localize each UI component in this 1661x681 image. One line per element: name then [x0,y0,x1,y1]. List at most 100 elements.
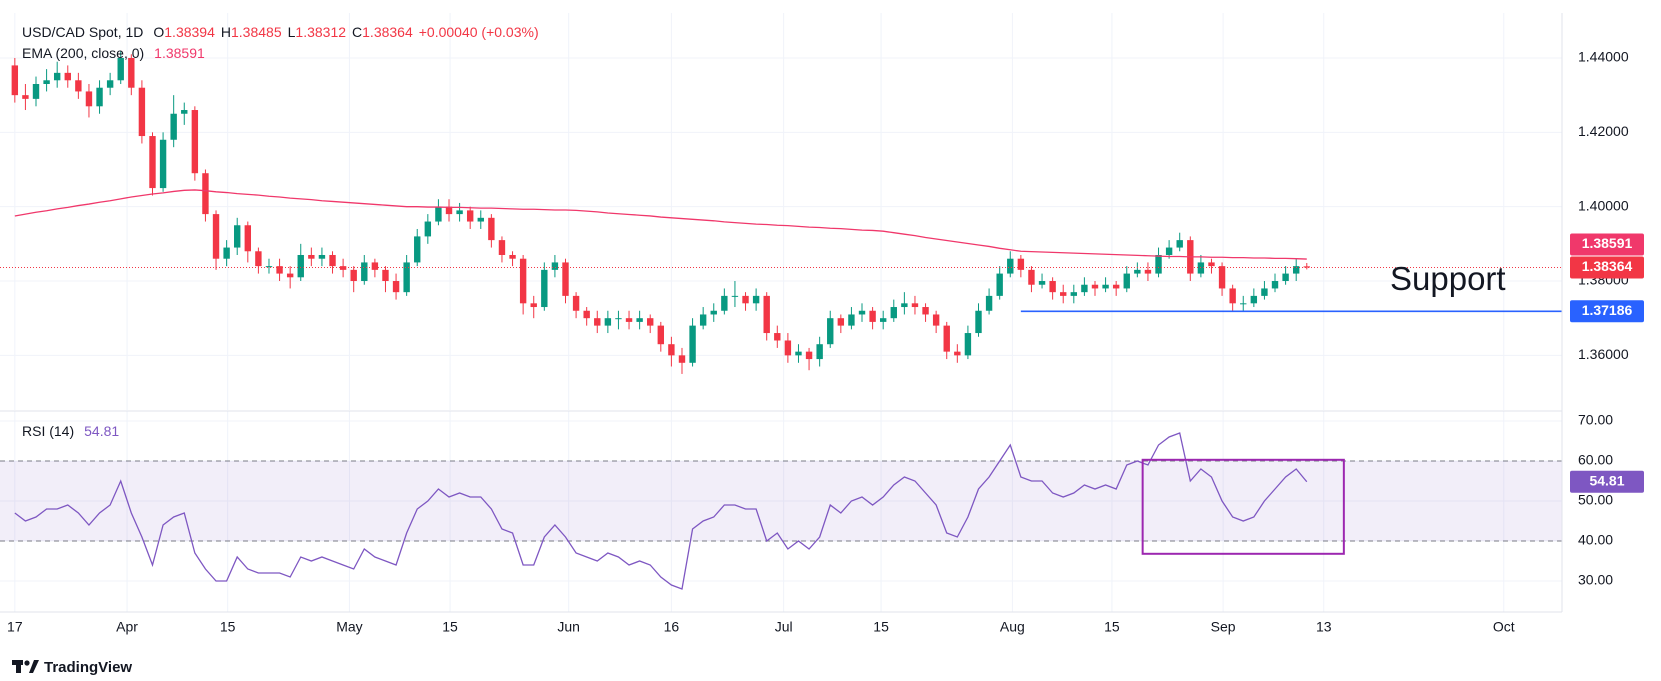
x-tick-label: 15 [1104,619,1120,635]
candle-body [1271,281,1279,289]
candle-body [1155,254,1162,274]
y-tick-label: 1.42000 [1578,123,1629,139]
open-value: 1.38394 [164,24,215,40]
candle-body [1229,288,1236,304]
candle-body [1303,266,1310,268]
candle-body [382,269,389,282]
x-tick-label: 13 [1316,619,1332,635]
ohlc-label: O [153,24,164,40]
candle-body [488,217,495,241]
candle-body [678,355,686,363]
candle-body [562,262,569,296]
x-tick-label: Jul [775,619,793,635]
candle-body [1208,262,1215,267]
candle-body [784,340,792,356]
change-value: +0.00040 (+0.03%) [419,24,539,40]
candle-body [32,83,40,99]
candle-body [668,344,675,356]
candle-body [53,72,61,81]
candle-body [75,80,82,92]
candle-body [827,318,834,345]
candle-body [742,295,749,304]
candle-body [85,91,93,107]
candle-body [625,318,633,322]
x-tick-label: Jun [557,619,580,635]
x-tick-label: 15 [442,619,458,635]
candle-body [64,72,71,81]
candle-body [752,295,760,304]
candle-body [361,262,368,282]
candle-body [657,325,665,345]
rsi-value: 54.81 [84,423,119,439]
candle-body [721,295,728,311]
candle-body [350,269,357,282]
candle-body [922,307,929,315]
candle-body [594,318,601,326]
candle-body [604,318,612,326]
x-tick-label: Apr [116,619,138,635]
ohlc-label: C [352,24,362,40]
candle-body [1261,288,1268,296]
rsi-tick-label: 40.00 [1578,532,1613,548]
candle-body [138,87,146,137]
candle-body [286,273,294,278]
candle-body [276,266,283,274]
candle-body [911,303,919,308]
candle-body [943,325,950,352]
ema-price-tag: 1.38591 [1582,235,1633,251]
candle-body [647,318,654,326]
candle-body [1292,266,1300,274]
rsi-value-tag-box [1570,470,1644,493]
x-tick-label: 15 [220,619,236,635]
candle-body [1134,269,1141,274]
x-tick-label: May [336,619,362,635]
support-price-tag: 1.37186 [1582,302,1633,318]
candle-body [223,247,230,259]
highlight-box [1141,458,1345,555]
indicator-line [14,432,1308,590]
candle-body [159,139,167,189]
candle-body [1060,292,1067,296]
candle-body [1102,284,1109,289]
support-label: Support [1390,260,1506,297]
ema-name: EMA (200, close, 0) [22,45,144,61]
x-tick-label: Sep [1211,619,1236,635]
candle-body [869,310,876,322]
candle-body [170,113,177,140]
close-value: 1.38364 [362,24,413,40]
candle-body [445,206,453,215]
candle-body [1081,284,1088,293]
candle-body [615,318,622,320]
candle-body [805,351,813,360]
ohlc-label: H [221,24,231,40]
candle-body [583,310,590,319]
candle-body [403,262,410,293]
candle-body [1282,273,1289,282]
candle-body [1123,273,1130,289]
candle-body [901,303,908,308]
candle-body [1091,284,1099,289]
rsi-name: RSI (14) [22,423,74,439]
candle-body [699,314,707,326]
candle-body [424,221,432,237]
candle-body [202,173,209,215]
candle-body [96,87,103,107]
y-tick-label: 1.44000 [1578,49,1629,65]
y-tick-label: 1.40000 [1578,197,1629,213]
symbol-title: USD/CAD Spot, 1D [22,24,143,40]
indicator-line [14,189,1307,260]
candle-body [541,269,548,308]
x-tick-label: Oct [1493,619,1515,635]
rsi-tick-label: 60.00 [1578,452,1613,468]
candle-body [509,254,516,259]
candle-body [1176,240,1183,248]
ema-legend: EMA (200, close, 0) 1.38591 [22,45,205,61]
candle-body [1007,258,1014,274]
candle-body [774,333,781,341]
candle-body [551,262,559,270]
footer-brand: TradingView [44,659,132,676]
candle-body [1165,247,1173,255]
candle-body [848,314,855,326]
candle-body [795,351,802,356]
low-value: 1.38312 [295,24,346,40]
